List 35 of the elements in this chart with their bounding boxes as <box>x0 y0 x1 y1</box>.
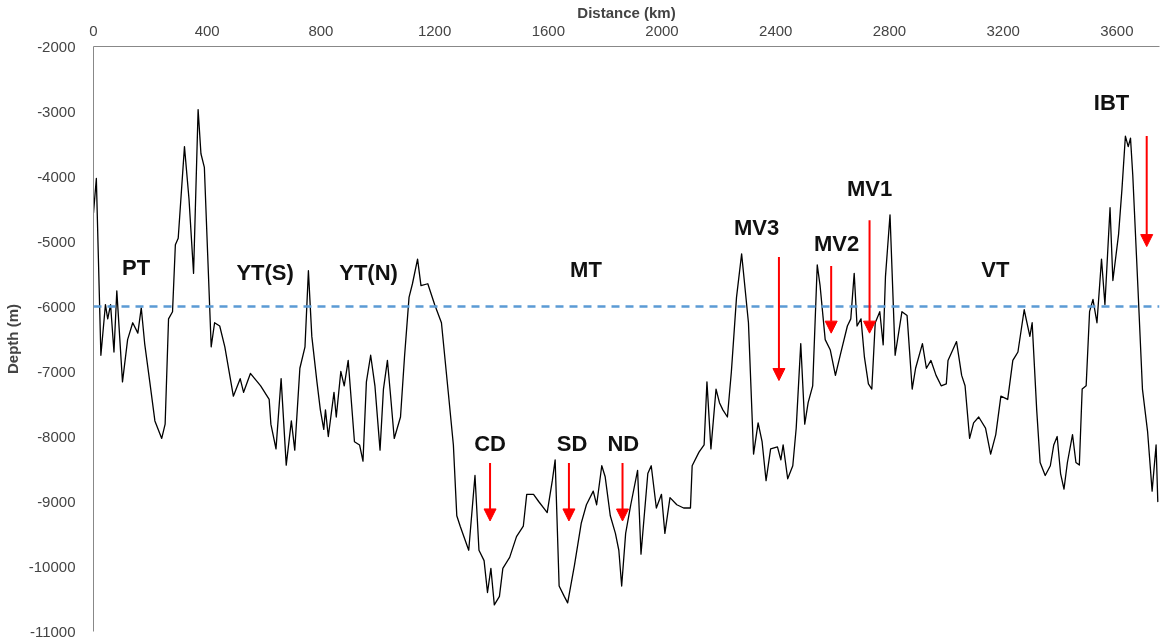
annotation: MT <box>570 257 603 283</box>
x-tick-label: 2800 <box>872 21 907 39</box>
x-tick-label: 0 <box>89 21 98 39</box>
annotation: IBT <box>1093 89 1130 115</box>
annotation: YT(N) <box>339 260 398 286</box>
y-tick-label: -9000 <box>37 492 76 510</box>
y-tick-label: -11000 <box>29 622 76 640</box>
x-tick-label: 2400 <box>759 21 793 39</box>
y-axis-title: Depth (m) <box>3 304 21 374</box>
y-tick-label: -10000 <box>28 557 76 575</box>
y-tick-label: -4000 <box>37 167 76 185</box>
x-tick-label: 3200 <box>986 21 1020 39</box>
y-tick-label: -5000 <box>37 232 76 250</box>
line-series <box>93 108 1159 606</box>
annotation: MV2 <box>813 231 860 257</box>
x-tick-label: 1200 <box>417 21 452 39</box>
x-tick-label: 1600 <box>531 21 566 39</box>
y-tick-label: -6000 <box>37 297 76 315</box>
x-tick-label: 800 <box>308 21 334 39</box>
annotation: MV3 <box>733 215 780 241</box>
x-tick-label: 3600 <box>1100 21 1134 39</box>
y-tick-label: -2000 <box>37 37 76 55</box>
x-tick-label: 400 <box>194 21 220 39</box>
x-tick-label: 2000 <box>645 21 679 39</box>
x-axis-title: Distance (km) <box>577 3 676 21</box>
y-tick-label: -3000 <box>37 102 76 120</box>
y-tick-label: -8000 <box>37 427 76 445</box>
annotation: PT <box>122 255 151 281</box>
annotation: ND <box>607 431 640 457</box>
annotation: VT <box>981 257 1010 283</box>
y-tick-label: -7000 <box>37 362 76 380</box>
annotation: SD <box>556 431 588 457</box>
annotation: YT(S) <box>236 260 294 286</box>
annotation: MV1 <box>846 176 893 202</box>
annotation: CD <box>474 431 506 457</box>
